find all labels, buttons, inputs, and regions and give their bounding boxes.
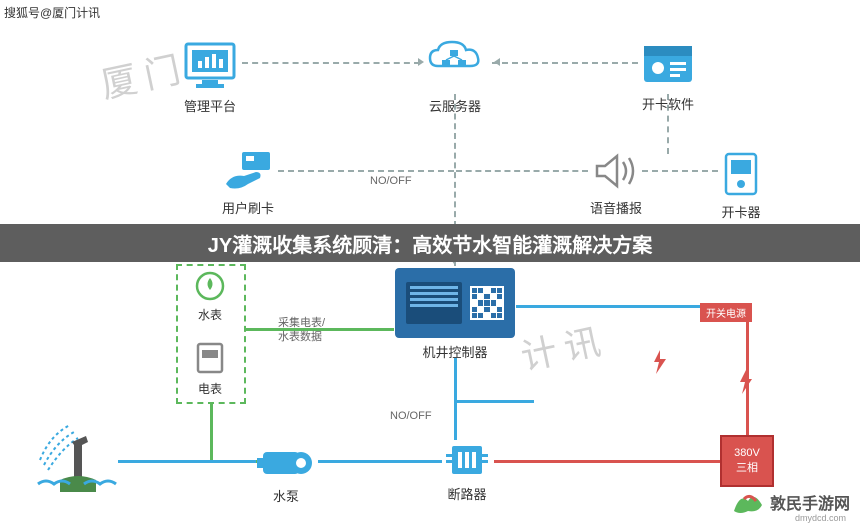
node-card-software: 开卡软件 [640, 40, 696, 113]
cloud-label: 云服务器 [429, 96, 481, 115]
collect-label: 采集电表/ 水表数据 [278, 316, 325, 345]
pump-icon [255, 440, 317, 482]
card-reader-icon [720, 150, 762, 198]
qr-code-icon [470, 286, 504, 320]
footer-logo-text: 敦民手游网 [770, 490, 850, 514]
elec-meter-icon [190, 340, 230, 376]
title-banner: JY灌溉收集系统顾清：高效节水智能灌溉解决方案 [0, 224, 860, 262]
speaker-icon [591, 150, 641, 194]
power-phase: 三相 [736, 459, 758, 475]
monitor-icon [180, 40, 240, 92]
nooff-label-2: NO/OFF [390, 410, 432, 422]
hand-card-icon [220, 150, 276, 194]
cloud-icon [420, 36, 490, 92]
card-reader-label: 开卡器 [721, 202, 760, 221]
controller-label: 机井控制器 [422, 342, 487, 361]
edge-pump-breaker [318, 460, 442, 463]
edge-mgmt-cloud [242, 62, 420, 64]
user-card-label: 用户刷卡 [222, 198, 274, 217]
node-pump: 水泵 [255, 440, 317, 505]
edge-usercard-ctrl [278, 170, 454, 172]
node-controller: 机井控制器 [395, 268, 515, 361]
lightning-icon-1 [650, 350, 670, 374]
node-voice: 语音播报 [590, 150, 642, 217]
node-sprinkler [30, 400, 120, 500]
switch-power-tag: 开关电源 [700, 303, 752, 322]
pump-label: 水泵 [273, 486, 299, 505]
edge-sprinkler-pump [118, 460, 256, 463]
edge-voice-reader [642, 170, 718, 172]
edge-controller-breaker [454, 358, 457, 440]
edge-cloud-cardsoft [492, 62, 638, 64]
watermark-bg-2: 计讯 [516, 311, 613, 380]
footer-url: dmydcd.com [795, 513, 846, 523]
breaker-icon [442, 440, 492, 480]
id-card-icon [640, 40, 696, 90]
mgmt-label: 管理平台 [184, 96, 236, 115]
node-cloud-server: 云服务器 [420, 36, 490, 115]
edge-breaker-power [494, 460, 720, 463]
power-box-icon: 380V 三相 [720, 435, 774, 487]
water-meter-icon [190, 270, 230, 302]
edge-meters-down [210, 404, 213, 460]
lightning-icon-2 [736, 370, 756, 394]
voice-label: 语音播报 [590, 198, 642, 217]
node-card-reader: 开卡器 [720, 150, 762, 221]
nooff-label-1: NO/OFF [370, 175, 412, 187]
node-user-card: 用户刷卡 [220, 150, 276, 217]
water-meter-label: 水表 [198, 306, 222, 323]
node-elec-meter: 电表 [190, 340, 230, 397]
edge-ctrl-right1 [454, 400, 534, 403]
logo-icon [730, 487, 766, 517]
card-soft-label: 开卡软件 [642, 94, 694, 113]
power-voltage: 380V [734, 447, 760, 459]
sprinkler-icon [30, 400, 120, 500]
node-water-meter: 水表 [190, 270, 230, 323]
edge-ctrl-voice [456, 170, 588, 172]
watermark-bg-1: 厦门 [96, 39, 193, 108]
breaker-label: 断路器 [447, 484, 486, 503]
elec-meter-label: 电表 [198, 380, 222, 397]
node-power: 380V 三相 [720, 435, 774, 487]
node-mgmt-platform: 管理平台 [180, 40, 240, 115]
controller-device-icon [395, 268, 515, 338]
node-breaker: 断路器 [442, 440, 492, 503]
edge-ctrl-switchpower [516, 305, 700, 308]
watermark-source: 搜狐号@厦门计讯 [4, 4, 100, 21]
